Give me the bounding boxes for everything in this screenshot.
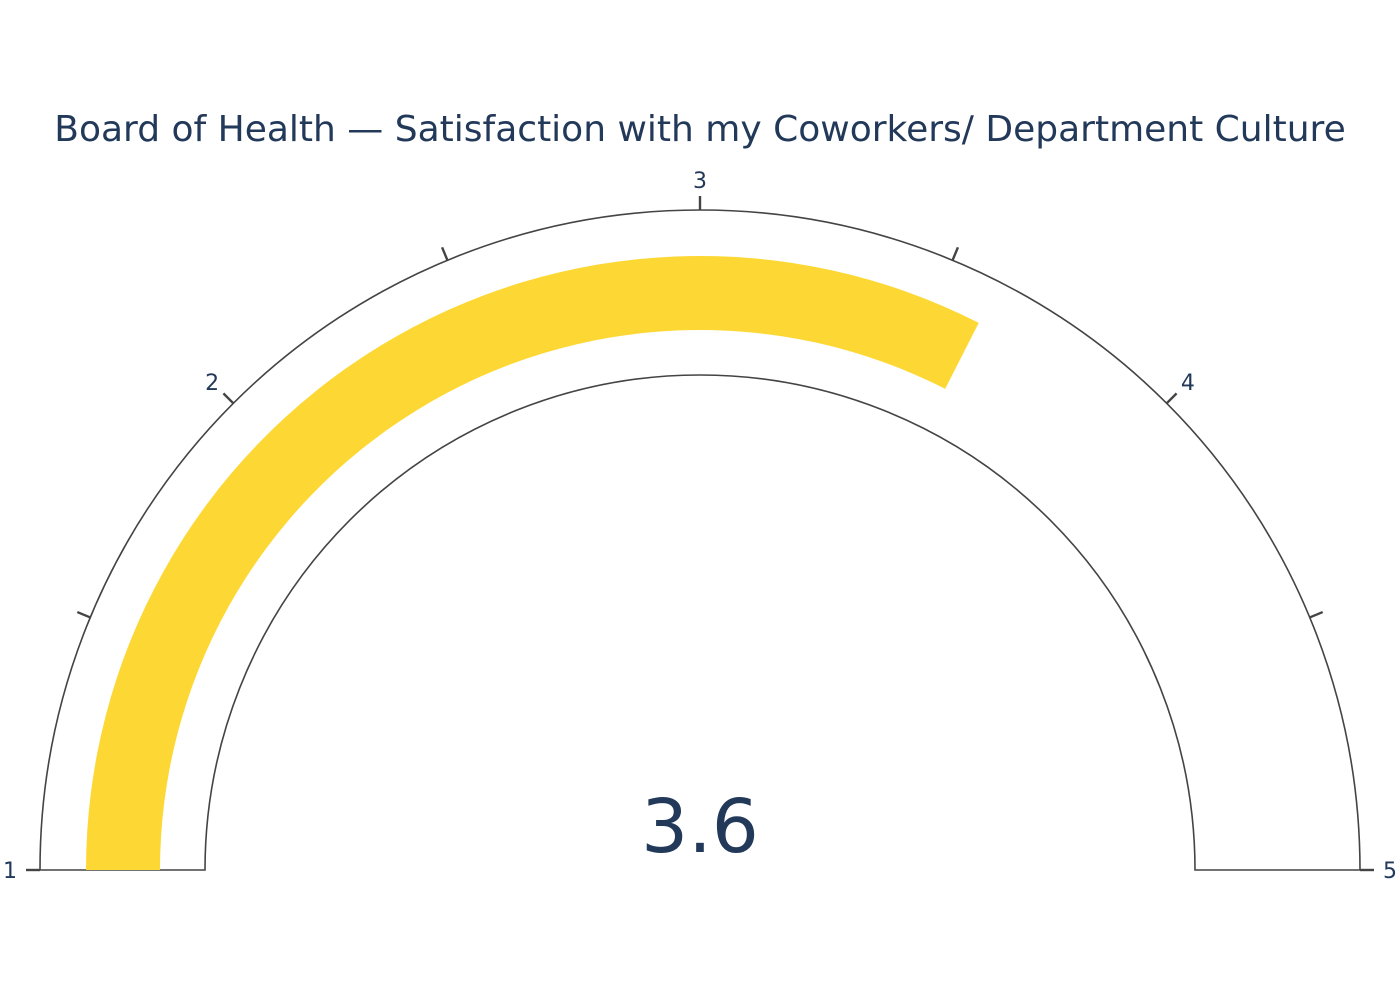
tick-label: 3 bbox=[693, 169, 707, 194]
gauge-value-label: 3.6 bbox=[641, 784, 759, 870]
tick-label: 2 bbox=[205, 371, 219, 396]
tick-label: 1 bbox=[3, 859, 17, 884]
gauge-axis-ticks: 1 2 3 4 5 bbox=[3, 169, 1397, 884]
minor-tick-mark bbox=[440, 246, 449, 261]
minor-tick-mark bbox=[1309, 610, 1324, 619]
major-tick-mark bbox=[1165, 392, 1178, 405]
minor-tick-mark bbox=[951, 246, 960, 261]
chart-title: Board of Health — Satisfaction with my C… bbox=[54, 109, 1345, 150]
tick-label: 5 bbox=[1383, 859, 1397, 884]
minor-tick-mark bbox=[76, 610, 91, 619]
gauge-value-bar bbox=[86, 255, 979, 870]
gauge-outline bbox=[39, 209, 1361, 871]
tick-label: 4 bbox=[1181, 371, 1195, 396]
major-tick-mark bbox=[222, 392, 235, 405]
